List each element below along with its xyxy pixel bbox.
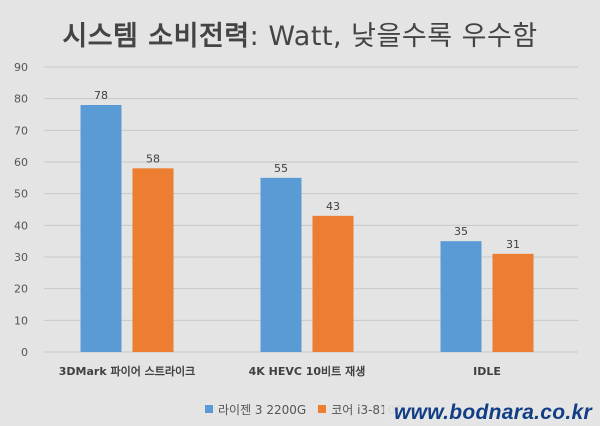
legend-label-series-1: 라이젠 3 2200G bbox=[218, 402, 307, 417]
chart-title: 시스템 소비전력: Watt, 낮을수록 우수함 bbox=[0, 14, 600, 53]
bar-series-2-0 bbox=[132, 168, 174, 352]
y-tick-label: 30 bbox=[14, 251, 28, 264]
bar-series-1-2 bbox=[440, 241, 482, 352]
bar-series-1-0 bbox=[80, 105, 122, 352]
y-tick-label: 80 bbox=[14, 93, 28, 106]
y-tick-label: 10 bbox=[14, 314, 28, 327]
y-axis-ticks: 0 10 20 30 40 50 60 70 80 90 bbox=[14, 61, 28, 359]
legend-swatch-series-2 bbox=[318, 405, 327, 413]
data-label-series-1-2: 35 bbox=[454, 225, 468, 238]
legend-item-series-1: 라이젠 3 2200G bbox=[205, 401, 306, 418]
chart-title-main: 시스템 소비전력 bbox=[62, 21, 250, 52]
y-tick-label: 50 bbox=[14, 188, 28, 201]
x-tick-label: 3DMark 파이어 스트라이크 bbox=[59, 364, 196, 378]
y-tick-label: 70 bbox=[14, 124, 28, 137]
legend-swatch-series-1 bbox=[205, 405, 213, 413]
data-labels: 78 55 35 58 43 31 bbox=[94, 89, 520, 251]
y-tick-label: 20 bbox=[14, 283, 28, 296]
watermark-text: www.bodnara.co.kr bbox=[383, 401, 594, 425]
x-tick-label: IDLE bbox=[473, 365, 501, 378]
x-tick-label: 4K HEVC 10비트 재생 bbox=[249, 364, 366, 378]
y-tick-label: 40 bbox=[14, 219, 28, 232]
data-label-series-2-2: 31 bbox=[506, 238, 520, 251]
data-label-series-2-1: 43 bbox=[326, 200, 340, 213]
data-label-series-2-0: 58 bbox=[146, 152, 160, 165]
y-tick-label: 60 bbox=[14, 156, 28, 169]
chart-subtitle: : Watt, 낮을수록 우수함 bbox=[249, 21, 538, 52]
data-label-series-1-0: 78 bbox=[94, 89, 108, 102]
y-tick-label: 90 bbox=[14, 61, 28, 74]
x-axis-ticks: 3DMark 파이어 스트라이크 4K HEVC 10비트 재생 IDLE bbox=[59, 364, 501, 378]
bar-series-1-1 bbox=[260, 177, 302, 352]
data-label-series-1-1: 55 bbox=[274, 162, 288, 175]
bar-series-2-2 bbox=[492, 253, 534, 352]
bars bbox=[80, 105, 534, 352]
bar-series-2-1 bbox=[312, 215, 354, 352]
y-tick-label: 0 bbox=[21, 346, 28, 359]
